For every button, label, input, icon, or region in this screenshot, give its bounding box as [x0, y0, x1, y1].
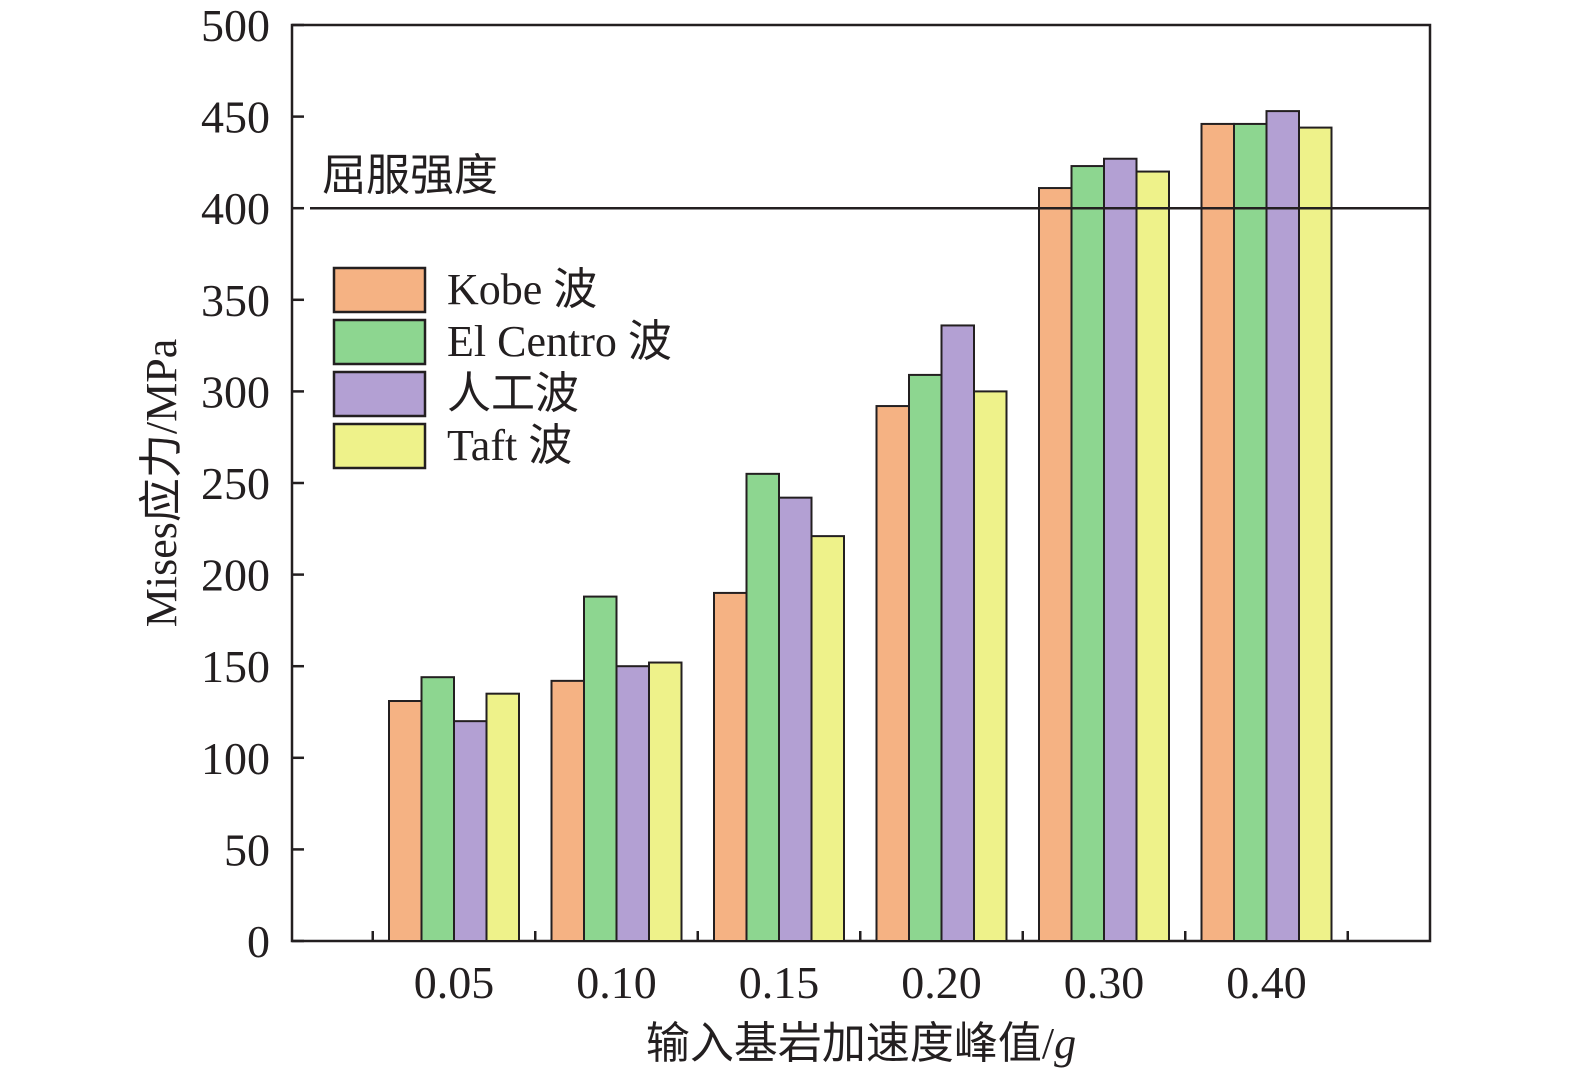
- bar: [810, 535, 845, 942]
- bar: [713, 591, 748, 942]
- x-tick-label: 0.15: [739, 957, 820, 1008]
- x-axis-title-unit: g: [1054, 1019, 1076, 1068]
- bar: [1200, 122, 1235, 943]
- x-axis-title-main: 输入基岩加速度峰值/: [646, 1019, 1055, 1068]
- y-tick-label: 200: [201, 550, 270, 601]
- bar: [778, 496, 813, 942]
- y-tick-label: 350: [201, 275, 270, 326]
- legend-label: 人工波: [447, 369, 579, 418]
- x-tick-label: 0.10: [576, 957, 657, 1008]
- y-tick-label: 100: [201, 733, 270, 784]
- bar: [1265, 110, 1300, 942]
- bar: [1070, 165, 1105, 942]
- y-tick-label: 50: [224, 824, 270, 875]
- legend-swatch: [332, 422, 427, 470]
- bar: [388, 700, 423, 942]
- bar: [615, 665, 650, 942]
- y-tick-label: 500: [201, 0, 270, 51]
- legend-swatch: [332, 318, 427, 366]
- x-axis-title: 输入基岩加速度峰值/g: [646, 1019, 1076, 1068]
- bar: [875, 405, 910, 942]
- bar: [973, 390, 1008, 942]
- bar: [1135, 170, 1170, 942]
- y-tick-label: 400: [201, 183, 270, 234]
- y-tick-label: 0: [247, 916, 270, 967]
- yield-strength-line-group: 屈服强度: [310, 151, 1430, 210]
- y-axis-ticks: 0 50 100 150 200 250 300 350 400 450 500: [201, 0, 304, 967]
- y-tick-label: 150: [201, 641, 270, 692]
- bar: [1298, 126, 1333, 943]
- x-tick-label: 0.40: [1226, 957, 1307, 1008]
- bars-group: [388, 110, 1333, 943]
- legend-swatch: [332, 370, 427, 418]
- bar: [485, 692, 520, 942]
- bar: [908, 373, 943, 942]
- legend-swatch: [332, 266, 427, 314]
- bar: [648, 661, 683, 942]
- legend-label: Taft 波: [447, 421, 572, 470]
- legend-label: El Centro 波: [447, 317, 672, 366]
- x-tick-label: 0.20: [901, 957, 982, 1008]
- bar: [940, 324, 975, 942]
- bar: [745, 472, 780, 942]
- legend-label: Kobe 波: [447, 265, 597, 314]
- y-axis-title: Mises应力/MPa: [137, 339, 186, 627]
- bar: [453, 720, 488, 942]
- yield-strength-label: 屈服强度: [322, 151, 498, 200]
- bar: [1233, 122, 1268, 943]
- bar: [1103, 157, 1138, 942]
- y-tick-label: 450: [201, 92, 270, 143]
- y-tick-label: 250: [201, 458, 270, 509]
- y-tick-label: 300: [201, 366, 270, 417]
- x-tick-label: 0.30: [1064, 957, 1145, 1008]
- bar: [583, 595, 618, 942]
- bar: [420, 676, 455, 943]
- x-tick-label: 0.05: [414, 957, 495, 1008]
- bar: [550, 679, 585, 943]
- bar: [1038, 187, 1073, 943]
- x-axis-ticks: 0.05 0.10 0.15 0.20 0.30 0.40: [371, 931, 1349, 1008]
